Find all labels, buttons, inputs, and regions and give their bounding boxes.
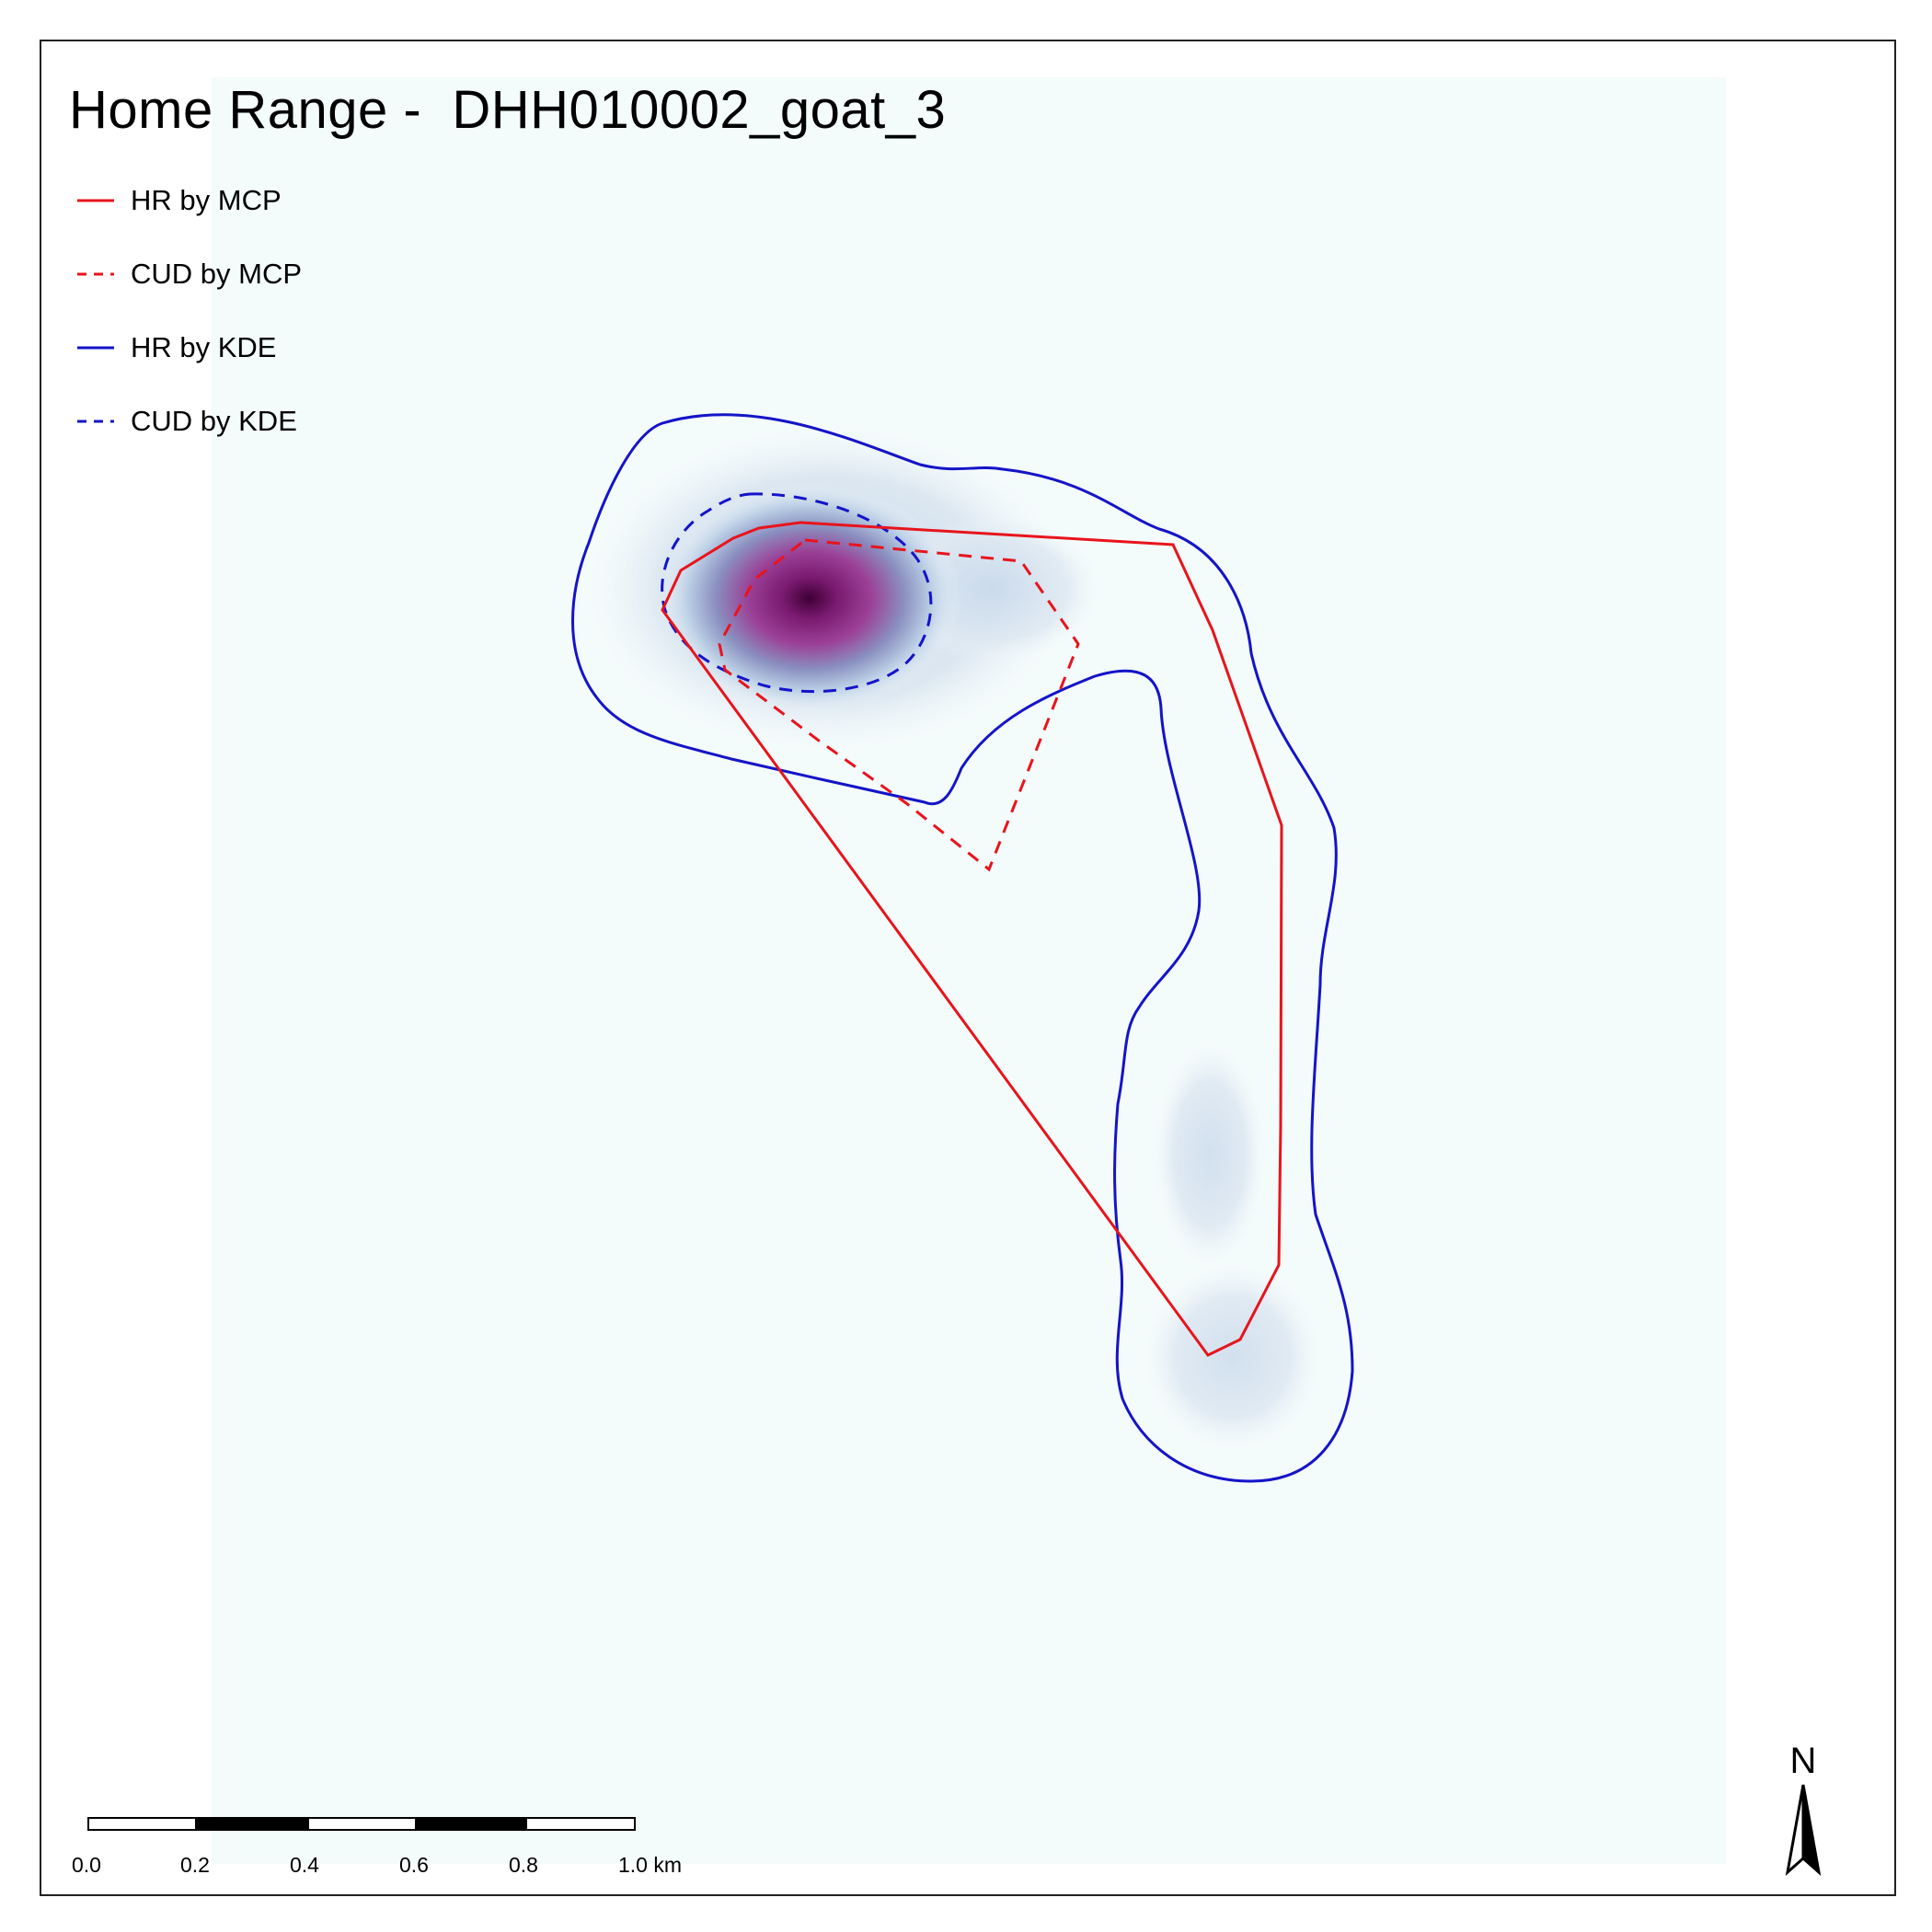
- north-letter: N: [1789, 1741, 1817, 1781]
- scale-tick-label: 0.2: [180, 1853, 210, 1877]
- legend-swatch-dashed-red: [77, 272, 114, 276]
- scale-tick-label: 0.0: [72, 1853, 101, 1877]
- scale-bar-graphic: [87, 1817, 636, 1831]
- legend-item-cud-mcp: CUD by MCP: [74, 256, 302, 293]
- legend-swatch-solid-blue: [77, 346, 114, 350]
- legend-swatch-solid-red: [77, 199, 114, 202]
- legend-label: CUD by MCP: [131, 258, 303, 290]
- scale-tick-label: 0.4: [290, 1853, 319, 1877]
- density-raster-background: [212, 77, 1726, 1864]
- hr-mcp-polygon: [661, 521, 1283, 1357]
- scale-tick-label: 0.8: [509, 1853, 538, 1877]
- legend-item-hr-mcp: HR by MCP: [74, 182, 282, 219]
- scale-tick-label: 1.0 km: [618, 1853, 683, 1877]
- north-arrow-graphic: [1785, 1784, 1822, 1876]
- legend-item-hr-kde: HR by KDE: [74, 329, 276, 366]
- density-south-strip: [1155, 1044, 1265, 1265]
- legend-item-cud-kde: CUD by KDE: [74, 403, 297, 440]
- scale-tick-label: 0.6: [399, 1853, 429, 1877]
- legend-swatch-dashed-blue: [77, 420, 114, 423]
- hr-kde-contour: [571, 413, 1354, 1483]
- density-south-spot: [1145, 1265, 1320, 1449]
- density-hotspot: [658, 483, 961, 713]
- cud-mcp-polygon: [718, 538, 1080, 872]
- legend-label: CUD by KDE: [131, 405, 297, 437]
- cud-kde-contour: [661, 492, 933, 694]
- map-title: Home Range - DHH010002_goat_3: [69, 80, 947, 140]
- legend-label: HR by MCP: [131, 184, 282, 216]
- legend-label: HR by KDE: [131, 331, 277, 363]
